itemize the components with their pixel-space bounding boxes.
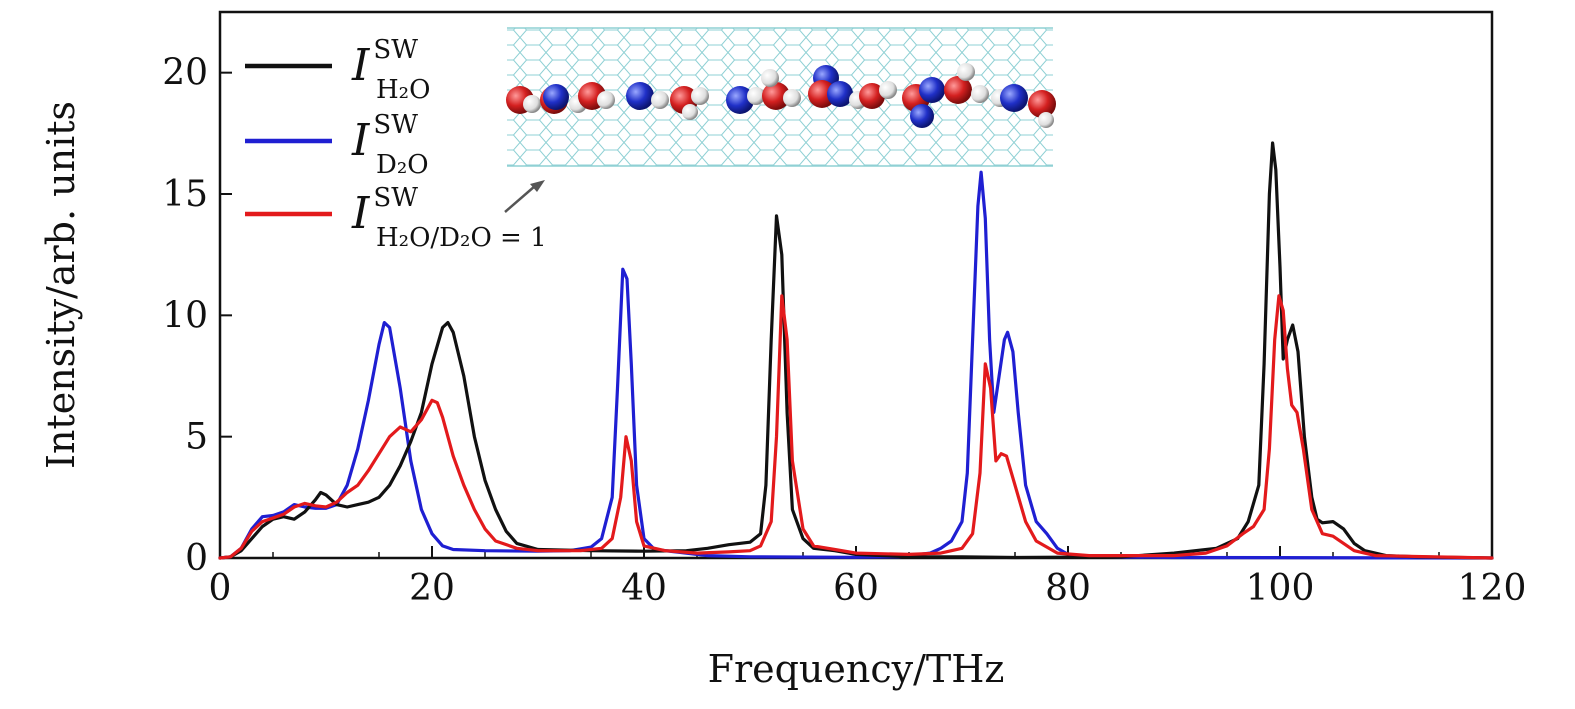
- y-tick-label: 5: [185, 417, 208, 458]
- atom-sphere: [726, 86, 754, 114]
- atom-sphere: [910, 104, 934, 128]
- y-tick-label: 10: [162, 295, 208, 336]
- series-line-2: [218, 294, 1494, 560]
- legend-label-2: I SW H₂O/D₂O = 1: [351, 183, 547, 253]
- atom-sphere: [691, 87, 709, 105]
- atom-sphere: [543, 84, 569, 110]
- atom-sphere: [651, 91, 669, 109]
- x-tick-label: 0: [209, 568, 232, 609]
- atom-sphere: [879, 81, 897, 99]
- atom-sphere: [597, 91, 615, 109]
- inset-pointer-arrow: [504, 180, 545, 213]
- x-tick-label: 120: [1458, 568, 1527, 609]
- atom-sphere: [762, 82, 790, 110]
- atom-sphere: [1038, 112, 1054, 128]
- atom-sphere: [1000, 84, 1028, 112]
- y-axis-title: Intensity/arb. units: [39, 101, 83, 469]
- x-tick-label: 100: [1246, 568, 1315, 609]
- atom-sphere: [747, 87, 765, 105]
- x-tick-label: 40: [621, 568, 667, 609]
- nanotube-inset-image: [506, 27, 1056, 167]
- x-tick-label: 20: [409, 568, 455, 609]
- legend-label-0: I SW H₂O: [351, 35, 430, 105]
- y-tick-label: 0: [185, 538, 208, 579]
- x-tick-label: 80: [1045, 568, 1091, 609]
- x-tick-label: 60: [833, 568, 879, 609]
- atom-sphere: [971, 85, 989, 103]
- y-tick-label: 20: [162, 53, 208, 94]
- atom-sphere: [783, 89, 801, 107]
- series-line-1: [218, 170, 1494, 560]
- atom-sphere: [1028, 90, 1056, 118]
- atom-sphere: [682, 104, 698, 120]
- atom-sphere: [761, 69, 779, 87]
- atom-sphere: [808, 80, 836, 108]
- atom-sphere: [626, 82, 654, 110]
- atom-sphere: [957, 63, 975, 81]
- legend-label-1: I SW D₂O: [351, 110, 429, 180]
- atom-sphere: [859, 83, 885, 109]
- y-tick-label: 15: [162, 174, 208, 215]
- x-axis-title: Frequency/THz: [708, 647, 1005, 691]
- atom-sphere: [919, 77, 945, 103]
- atom-sphere: [944, 76, 972, 104]
- atom-sphere: [523, 95, 541, 113]
- series-line-0: [218, 141, 1494, 560]
- atom-sphere: [827, 81, 853, 107]
